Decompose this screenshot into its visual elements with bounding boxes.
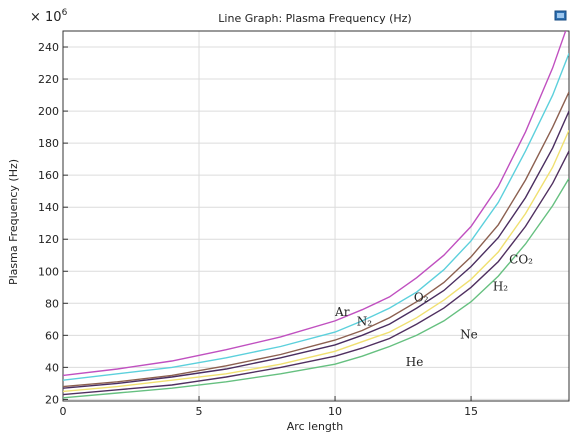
y-tick-label: 100 — [38, 265, 59, 278]
series-line-n2 — [63, 91, 569, 388]
y-tick-label: 20 — [45, 393, 59, 406]
x-tick-label: 0 — [60, 405, 67, 418]
series-label-he: He — [406, 355, 424, 369]
y-tick-label: 60 — [45, 329, 59, 342]
series-label-ar: Ar — [334, 305, 350, 319]
y-tick-label: 160 — [38, 169, 59, 182]
y-tick-label: 180 — [38, 137, 59, 150]
y-tick-label: 80 — [45, 297, 59, 310]
y-axis-label: Plasma Frequency (Hz) — [7, 159, 20, 285]
corner-icon-highlight — [557, 13, 564, 18]
window-corner-icon[interactable] — [554, 10, 567, 21]
y-multiplier-label: × 106 — [30, 8, 68, 25]
y-tick-label: 40 — [45, 361, 59, 374]
series-line-he — [63, 178, 569, 399]
series-line-co2 — [63, 110, 569, 389]
x-tick-label: 15 — [464, 405, 478, 418]
y-tick-label: 200 — [38, 105, 59, 118]
series-line-o2 — [63, 53, 569, 381]
x-axis-label: Arc length — [287, 420, 343, 433]
y-tick-label: 240 — [38, 41, 59, 54]
series-line-ar — [63, 31, 567, 377]
series-line-h2 — [63, 130, 569, 393]
axis-ticks: 0 5 10 15 20 40 60 80 100 120 140 160 180 200 220 240 — [38, 41, 478, 418]
y-tick-label: 140 — [38, 201, 59, 214]
x-tick-label: 10 — [328, 405, 342, 418]
series-label-o2: O₂ — [414, 291, 429, 305]
series-label-n2: N₂ — [357, 315, 373, 329]
series-label-h2: H₂ — [493, 279, 508, 293]
series-label-co2: CO₂ — [509, 252, 533, 266]
x-tick-label: 5 — [196, 405, 203, 418]
series-line-ne — [63, 150, 569, 396]
series-label-ne: Ne — [460, 328, 478, 342]
y-multiplier-base: × 10 — [30, 10, 62, 25]
y-tick-label: 120 — [38, 233, 59, 246]
y-tick-label: 220 — [38, 73, 59, 86]
y-multiplier-exponent: 6 — [62, 8, 68, 18]
chart-title: Line Graph: Plasma Frequency (Hz) — [218, 12, 411, 25]
plot-area-frame — [62, 30, 570, 402]
series-lines — [63, 31, 569, 399]
